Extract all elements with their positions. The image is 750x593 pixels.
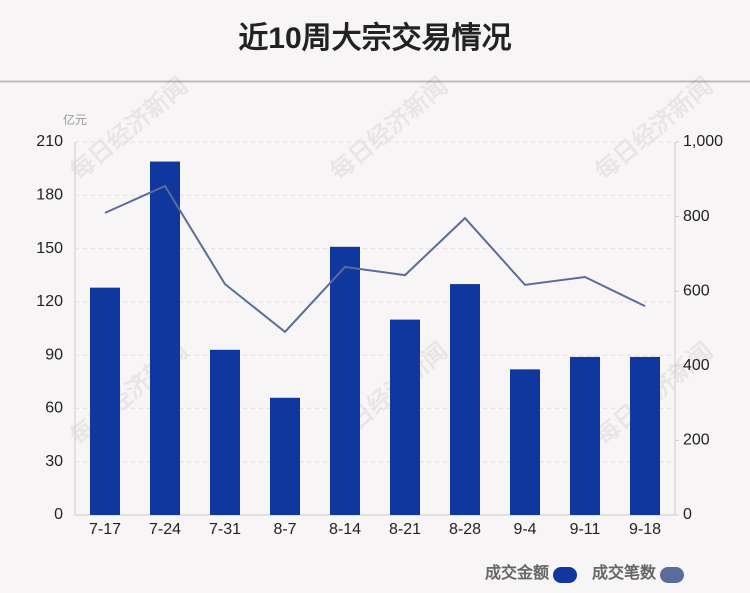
bar: [570, 356, 600, 515]
bar: [270, 397, 300, 515]
legend-label: 成交金额: [485, 563, 549, 582]
bar: [510, 369, 540, 515]
x-tick-label: 7-24: [149, 521, 181, 538]
x-tick-label: 9-18: [629, 521, 661, 538]
bar: [390, 319, 420, 515]
legend-swatch: [660, 567, 684, 583]
x-tick-label: 9-11: [570, 521, 601, 538]
y-tick-label: 150: [36, 240, 63, 257]
bar: [630, 356, 660, 515]
x-tick-label: 9-4: [513, 521, 536, 538]
y-tick-label: 210: [36, 133, 63, 150]
y-unit: 亿元: [63, 112, 87, 127]
legend-label: 成交笔数: [592, 563, 657, 582]
bar: [150, 161, 180, 516]
y-tick-label: 0: [54, 506, 63, 523]
y-tick-label: 120: [36, 293, 63, 310]
y2-tick-label: 1,000: [683, 133, 723, 150]
x-tick-label: 7-31: [209, 521, 241, 538]
y2-tick-label: 600: [683, 282, 710, 299]
bar: [450, 284, 480, 515]
y-tick-label: 90: [45, 346, 63, 363]
bar: [210, 349, 240, 515]
y-tick-label: 60: [45, 400, 63, 417]
y-tick-label: 30: [45, 453, 63, 470]
legend-swatch: [553, 567, 577, 583]
chart-title: 近10周大宗交易情况: [238, 21, 511, 55]
y2-tick-label: 0: [683, 506, 692, 523]
x-tick-label: 8-21: [389, 521, 421, 538]
x-tick-label: 8-7: [273, 521, 296, 538]
x-tick-label: 8-14: [329, 521, 361, 538]
y-tick-label: 180: [36, 187, 63, 204]
y2-tick-label: 400: [683, 357, 710, 374]
bar: [330, 246, 360, 516]
y2-tick-label: 200: [683, 432, 710, 449]
line: [104, 184, 646, 334]
y2-tick-label: 800: [683, 208, 710, 225]
x-tick-label: 8-28: [449, 521, 481, 538]
bar: [90, 287, 120, 515]
x-tick-label: 7-17: [89, 521, 121, 538]
